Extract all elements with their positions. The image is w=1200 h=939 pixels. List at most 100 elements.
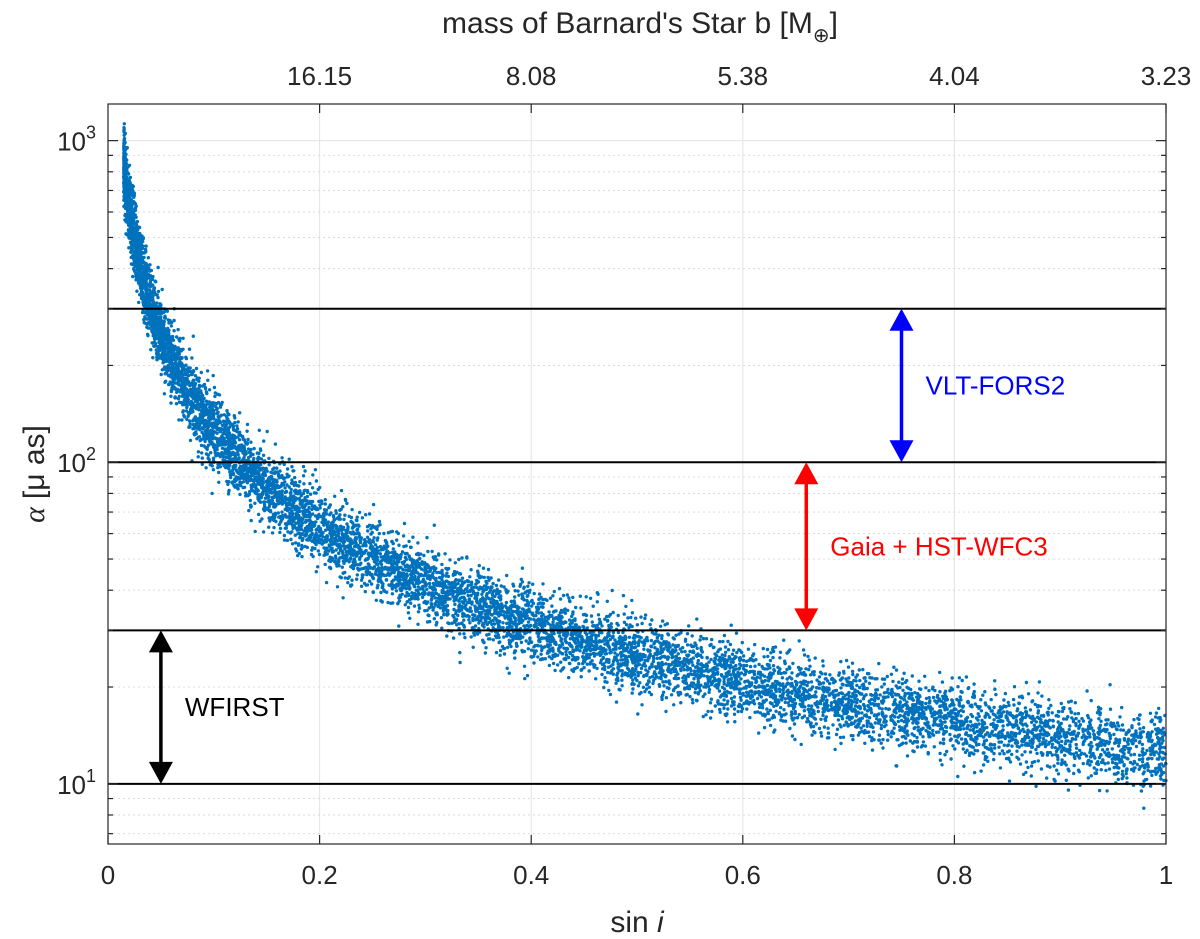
scatter-point [289,537,293,542]
scatter-point [1070,716,1074,720]
scatter-point [1089,774,1094,778]
scatter-point [283,490,287,495]
scatter-point [458,632,462,636]
scatter-point [344,529,349,534]
scatter-point [504,600,509,605]
scatter-point [640,621,644,626]
scatter-point [821,664,825,668]
scatter-point [439,616,444,620]
scatter-point [1115,727,1119,732]
scatter-point [1007,779,1012,783]
scatter-point [238,411,242,415]
scatter-point [401,534,406,538]
scatter-point [687,624,691,628]
scatter-point [181,336,185,340]
scatter-point [154,280,158,284]
scatter-point [992,705,996,710]
scatter-point [358,540,363,545]
scatter-point [738,690,742,695]
scatter-point [755,696,760,701]
scatter-point [433,596,438,600]
scatter-point [858,699,863,703]
scatter-point [643,616,647,621]
scatter-point [792,698,797,702]
scatter-point [614,647,618,651]
scatter-point [1066,767,1070,771]
scatter-point [530,598,534,603]
scatter-point [693,690,697,695]
scatter-point [596,613,601,617]
scatter-point [949,757,953,761]
scatter-point [968,728,972,732]
scatter-point [649,692,654,697]
scatter-point [575,644,579,649]
scatter-point [634,616,638,620]
scatter-point [757,705,762,710]
scatter-point [246,437,250,442]
scatter-point [881,746,885,750]
scatter-point [657,684,662,688]
scatter-point [132,195,136,199]
scatter-point [570,625,574,629]
scatter-point [929,708,933,713]
scatter-point [390,592,395,596]
scatter-point [149,348,153,352]
scatter-point [571,595,575,600]
scatter-point [839,741,843,746]
scatter-point [1093,771,1097,775]
scatter-point [1117,724,1121,728]
scatter-point [458,650,462,655]
scatter-point [435,620,439,625]
scatter-point [184,409,189,413]
scatter-point [1161,751,1165,755]
scatter-point [446,566,451,571]
scatter-point [886,732,890,737]
scatter-point [660,619,665,623]
scatter-point [1050,711,1054,715]
scatter-point [636,684,641,688]
scatter-point [990,749,994,753]
scatter-point [611,659,616,664]
scatter-point [617,687,621,692]
scatter-point [870,738,874,743]
scatter-point [611,647,616,652]
scatter-point [1029,764,1034,768]
scatter-point [523,676,527,681]
scatter-point [291,469,295,473]
scatter-point [833,747,837,752]
scatter-point [483,618,488,622]
scatter-point [151,356,155,360]
scatter-point [748,715,752,720]
scatter-point [904,741,908,745]
scatter-point [122,122,127,126]
scatter-point [977,722,981,726]
scatter-point [505,573,509,578]
scatter-point [1073,701,1078,705]
scatter-point [1066,788,1071,792]
scatter-point [270,531,275,535]
scatter-point [188,438,193,443]
scatter-point [1074,737,1078,741]
scatter-point [176,327,180,332]
scatter-point [174,402,179,406]
scatter-point [739,677,743,681]
scatter-point [771,655,775,660]
scatter-point [334,548,338,552]
scatter-point [430,549,434,554]
scatter-point [930,687,935,691]
scatter-point [1121,728,1126,732]
scatter-point [200,456,204,460]
scatter-point [950,687,955,692]
scatter-point [587,669,591,673]
scatter-point [471,645,475,649]
scatter-point [826,726,830,730]
scatter-point [1138,727,1142,731]
scatter-point [357,510,362,515]
scatter-point [202,382,207,387]
scatter-point [355,577,359,581]
scatter-point [728,642,733,647]
scatter-point [607,688,611,693]
scatter-point [630,598,634,603]
scatter-point [522,624,526,628]
scatter-point [499,584,503,588]
